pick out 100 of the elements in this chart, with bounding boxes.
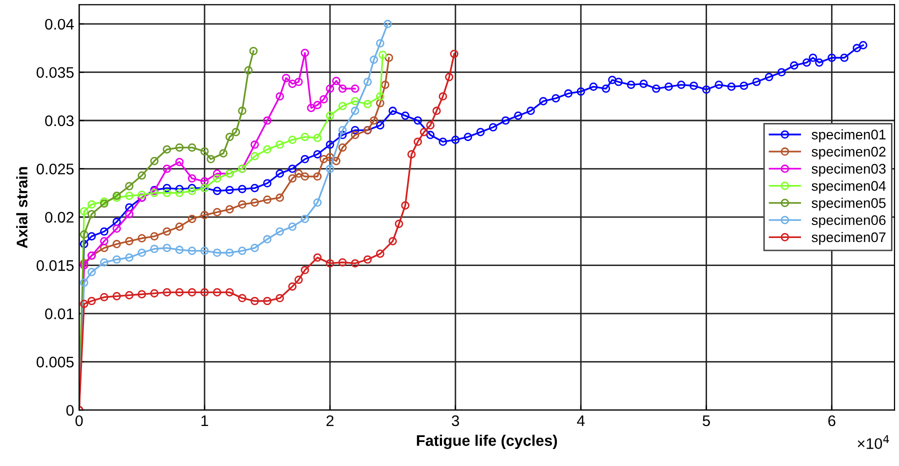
- point: [338, 84, 347, 93]
- point: [100, 258, 108, 267]
- point: [150, 289, 159, 298]
- point: [250, 244, 259, 252]
- point: [80, 300, 88, 308]
- point: [100, 244, 108, 252]
- point: [263, 296, 272, 306]
- point: [263, 195, 272, 204]
- point: [238, 246, 246, 255]
- x-tick-label: 4: [576, 416, 585, 426]
- y-tick-label: 0.015: [36, 260, 74, 271]
- point: [250, 296, 259, 306]
- point: [80, 207, 88, 216]
- point: [332, 156, 340, 166]
- point: [282, 74, 290, 82]
- y-tick-label: 0.02: [45, 212, 74, 223]
- legend-label: specimen06: [812, 214, 886, 228]
- point: [300, 266, 310, 274]
- point: [300, 214, 310, 224]
- point: [175, 143, 184, 152]
- point: [313, 100, 322, 110]
- point: [219, 149, 228, 158]
- point: [138, 248, 146, 257]
- point: [80, 278, 88, 287]
- point: [232, 128, 240, 136]
- y-tick-label: 0.035: [36, 67, 74, 78]
- point: [288, 174, 297, 183]
- point: [112, 255, 121, 264]
- point: [263, 235, 272, 244]
- legend-label: specimen02: [812, 146, 886, 160]
- x-tick-label: 2: [326, 415, 334, 426]
- point: [338, 102, 347, 110]
- point: [175, 222, 184, 231]
- point: [276, 194, 284, 202]
- point: [150, 244, 159, 254]
- point: [100, 292, 108, 302]
- point: [300, 172, 310, 181]
- point: [320, 95, 328, 104]
- point: [376, 98, 384, 108]
- point: [445, 72, 454, 82]
- point: [294, 169, 303, 178]
- point: [162, 188, 172, 198]
- point: [407, 150, 416, 158]
- point: [320, 154, 328, 164]
- point: [175, 188, 184, 198]
- point: [426, 121, 435, 130]
- point: [350, 84, 360, 93]
- point: [350, 130, 360, 140]
- legend-label: specimen07: [812, 232, 886, 245]
- point: [414, 138, 422, 146]
- point: [225, 248, 234, 257]
- x-tick-label: 3: [452, 415, 460, 426]
- legend-label: specimen01: [812, 129, 886, 142]
- point: [244, 66, 253, 74]
- point: [420, 128, 428, 136]
- point: [200, 147, 209, 156]
- point: [376, 92, 384, 101]
- point: [225, 288, 234, 296]
- point: [200, 288, 209, 296]
- point: [276, 92, 284, 101]
- point: [238, 106, 246, 116]
- point: [162, 244, 172, 252]
- point: [100, 236, 108, 246]
- point: [288, 136, 297, 144]
- point: [288, 222, 297, 231]
- point: [338, 126, 347, 134]
- y-tick-label: 0.03: [45, 115, 74, 126]
- y-tick-label: 0.025: [36, 164, 74, 174]
- point: [87, 200, 96, 209]
- point: [350, 106, 360, 116]
- y-tick-label: 0: [66, 404, 74, 416]
- point: [238, 200, 246, 209]
- point: [394, 220, 404, 228]
- legend-label: specimen05: [812, 198, 886, 211]
- point: [388, 236, 397, 246]
- point: [87, 268, 96, 276]
- point: [250, 152, 259, 160]
- point: [138, 171, 146, 180]
- point: [378, 50, 387, 60]
- point: [263, 145, 272, 154]
- point: [125, 192, 134, 200]
- text: ×10$^{4}$: [858, 435, 889, 450]
- point: [401, 201, 410, 210]
- point: [162, 145, 172, 154]
- point: [313, 198, 322, 207]
- y-tick-label: 0.01: [45, 308, 74, 320]
- point: [276, 294, 284, 302]
- point: [200, 177, 209, 186]
- point: [326, 259, 334, 268]
- point: [87, 210, 96, 218]
- y-tick-label: 0.005: [36, 356, 74, 368]
- point: [125, 253, 134, 262]
- y-axis-title: Axial strain: [16, 167, 28, 248]
- point: [125, 182, 134, 190]
- point: [384, 20, 392, 28]
- point: [212, 288, 222, 296]
- point: [188, 143, 196, 152]
- point: [288, 80, 297, 88]
- point: [212, 248, 222, 257]
- point: [112, 224, 121, 233]
